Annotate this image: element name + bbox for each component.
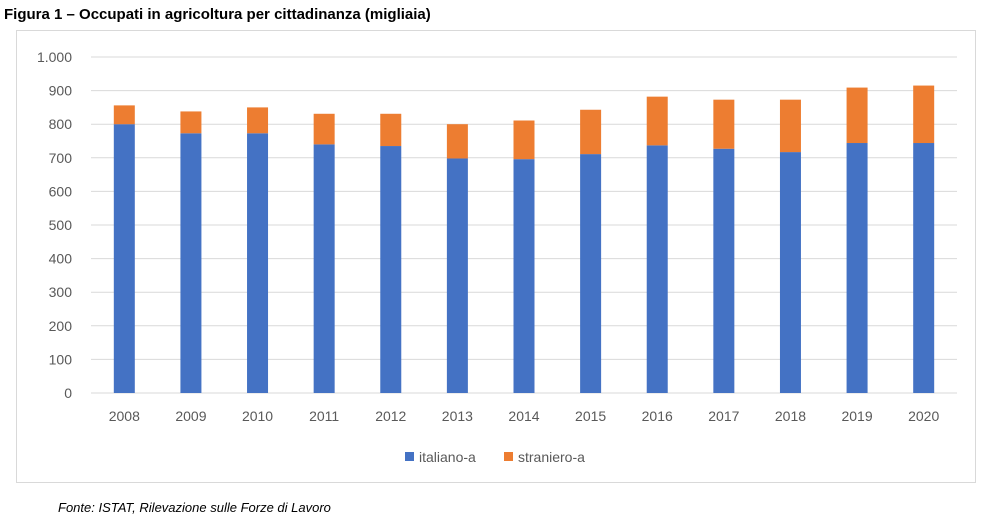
x-tick-label: 2010 bbox=[242, 408, 273, 424]
bars bbox=[113, 85, 935, 393]
x-tick-label: 2020 bbox=[908, 408, 939, 424]
bar-italiano-a-2014 bbox=[513, 159, 535, 393]
bar-italiano-a-2013 bbox=[446, 158, 468, 393]
legend-label-italiano-a: italiano-a bbox=[419, 449, 476, 465]
y-tick-label: 300 bbox=[49, 284, 73, 300]
bar-italiano-a-2010 bbox=[247, 133, 269, 393]
x-tick-label: 2016 bbox=[642, 408, 673, 424]
bar-italiano-a-2008 bbox=[113, 124, 135, 393]
bar-italiano-a-2019 bbox=[846, 143, 868, 393]
bar-italiano-a-2018 bbox=[779, 152, 801, 393]
bar-straniero-a-2018 bbox=[779, 99, 801, 153]
y-axis-labels: 0 100 200 300 400 500 600 700 800 900 1.000 bbox=[37, 49, 72, 401]
bar-italiano-a-2017 bbox=[713, 148, 735, 393]
source-note: Fonte: ISTAT, Rilevazione sulle Forze di… bbox=[58, 500, 331, 515]
bar-straniero-a-2014 bbox=[513, 120, 535, 160]
bar-straniero-a-2009 bbox=[180, 111, 202, 134]
bar-italiano-a-2015 bbox=[580, 154, 602, 393]
y-tick-label: 500 bbox=[49, 217, 73, 233]
bar-straniero-a-2010 bbox=[247, 107, 269, 134]
bar-italiano-a-2009 bbox=[180, 133, 202, 393]
y-tick-label: 200 bbox=[49, 318, 73, 334]
x-tick-label: 2012 bbox=[375, 408, 406, 424]
y-tick-label: 900 bbox=[49, 83, 73, 99]
legend-swatch-italiano-a bbox=[405, 452, 414, 461]
bar-italiano-a-2011 bbox=[313, 144, 335, 393]
bar-straniero-a-2008 bbox=[113, 105, 135, 125]
bar-straniero-a-2020 bbox=[913, 85, 935, 144]
bar-italiano-a-2012 bbox=[380, 146, 402, 393]
bar-straniero-a-2013 bbox=[446, 124, 468, 159]
x-tick-label: 2013 bbox=[442, 408, 473, 424]
x-tick-label: 2008 bbox=[109, 408, 140, 424]
x-tick-label: 2017 bbox=[708, 408, 739, 424]
chart-frame bbox=[16, 30, 976, 483]
y-tick-label: 0 bbox=[64, 385, 72, 401]
x-tick-label: 2015 bbox=[575, 408, 606, 424]
x-tick-label: 2014 bbox=[508, 408, 539, 424]
y-tick-label: 400 bbox=[49, 251, 73, 267]
x-tick-label: 2019 bbox=[841, 408, 872, 424]
y-tick-label: 700 bbox=[49, 150, 73, 166]
x-axis-labels: 2008 2009 2010 2011 2012 2013 2014 2015 2016 2017… bbox=[109, 408, 940, 424]
bar-straniero-a-2011 bbox=[313, 113, 335, 145]
y-tick-label: 1.000 bbox=[37, 49, 72, 65]
bar-straniero-a-2012 bbox=[380, 113, 402, 147]
bar-italiano-a-2020 bbox=[913, 143, 935, 393]
x-tick-label: 2018 bbox=[775, 408, 806, 424]
y-tick-label: 600 bbox=[49, 183, 73, 199]
bar-straniero-a-2015 bbox=[580, 109, 602, 155]
bar-straniero-a-2017 bbox=[713, 99, 735, 149]
y-tick-label: 800 bbox=[49, 116, 73, 132]
chart-title: Figura 1 – Occupati in agricoltura per c… bbox=[4, 6, 431, 23]
x-tick-label: 2011 bbox=[309, 408, 339, 424]
x-tick-label: 2009 bbox=[175, 408, 206, 424]
bar-straniero-a-2016 bbox=[646, 96, 668, 146]
legend: italiano-a straniero-a bbox=[405, 449, 585, 465]
legend-label-straniero-a: straniero-a bbox=[518, 449, 585, 465]
bar-straniero-a-2019 bbox=[846, 87, 868, 144]
bar-italiano-a-2016 bbox=[646, 145, 668, 393]
legend-swatch-straniero-a bbox=[504, 452, 513, 461]
y-tick-label: 100 bbox=[49, 351, 73, 367]
